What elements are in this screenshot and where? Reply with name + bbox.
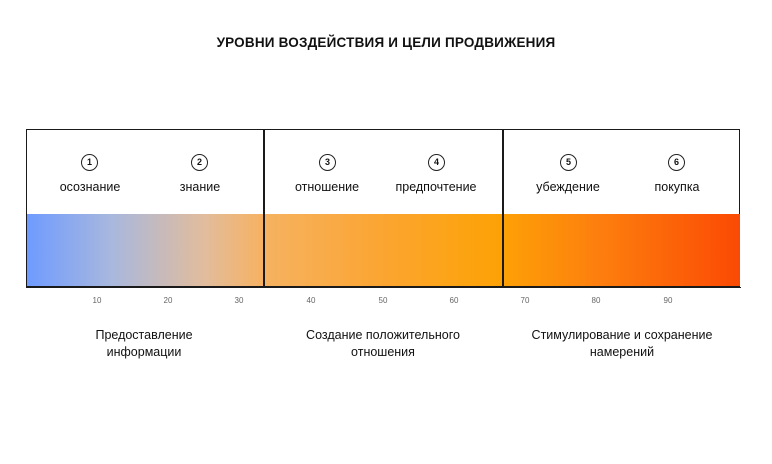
- stages-frame: [26, 129, 740, 287]
- diagram-title: УРОВНИ ВОЗДЕЙСТВИЯ И ЦЕЛИ ПРОДВИЖЕНИЯ: [216, 35, 556, 50]
- stage-number-6: 6: [668, 154, 685, 171]
- group-label-attitude-line1: Создание положительного: [306, 328, 460, 342]
- stage-number-3: 3: [319, 154, 336, 171]
- scale-tick-10: 10: [92, 296, 102, 305]
- scale-tick-60: 60: [449, 296, 459, 305]
- group-label-attitude: Создание положительного отношения: [273, 327, 493, 361]
- stage-label-preference: предпочтение: [395, 180, 477, 194]
- scale-tick-20: 20: [163, 296, 173, 305]
- group-label-intentions-line2: намерений: [589, 345, 655, 359]
- stage-number-2: 2: [191, 154, 208, 171]
- stage-divider-1: [263, 129, 265, 287]
- group-label-information-line2: информации: [106, 345, 182, 359]
- group-label-information-line1: Предоставление: [95, 328, 193, 342]
- group-label-intentions-line1: Стимулирование и сохранение: [531, 328, 713, 342]
- stage-label-knowledge: знание: [179, 180, 221, 194]
- stage-divider-2: [502, 129, 504, 287]
- scale-tick-80: 80: [591, 296, 601, 305]
- scale-tick-90: 90: [663, 296, 673, 305]
- stage-number-5: 5: [560, 154, 577, 171]
- group-label-intentions: Стимулирование и сохранение намерений: [512, 327, 732, 361]
- scale-tick-50: 50: [378, 296, 388, 305]
- stage-label-conviction: убеждение: [536, 180, 600, 194]
- stage-label-awareness: осознание: [59, 180, 121, 194]
- stage-number-4: 4: [428, 154, 445, 171]
- scale-tick-70: 70: [520, 296, 530, 305]
- group-label-information: Предоставление информации: [34, 327, 254, 361]
- stage-label-purchase: покупка: [654, 180, 700, 194]
- stage-label-attitude: отношение: [294, 180, 360, 194]
- intensity-gradient-bar: [27, 214, 740, 286]
- group-label-attitude-line2: отношения: [351, 345, 415, 359]
- scale-axis: [26, 287, 741, 288]
- stage-number-1: 1: [81, 154, 98, 171]
- scale-tick-30: 30: [234, 296, 244, 305]
- scale-tick-40: 40: [306, 296, 316, 305]
